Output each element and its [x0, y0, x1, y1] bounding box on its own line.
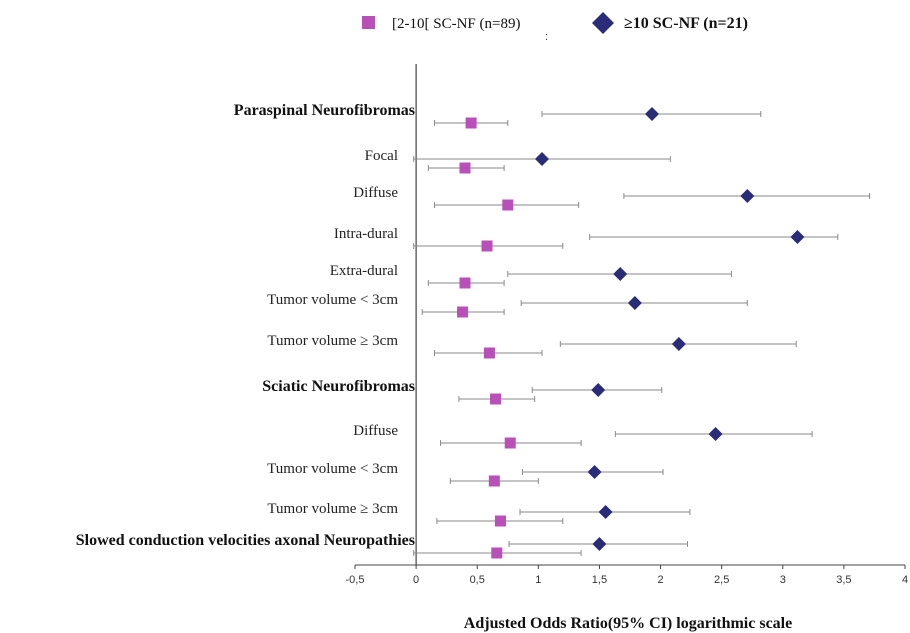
row-label: Intra-dural	[334, 226, 398, 242]
legend-separator: :	[545, 31, 548, 43]
point-square	[457, 306, 469, 318]
point-square	[459, 162, 471, 174]
error-bars	[413, 111, 871, 556]
point-square	[488, 475, 500, 487]
row-label: Paraspinal Neurofibromas	[234, 102, 415, 119]
point-square	[502, 199, 514, 211]
point-diamond	[592, 537, 607, 551]
legend: [2-10[ SC-NF (n=89): ≥10 SC-NF (n=21)	[362, 12, 748, 43]
point-square	[483, 347, 495, 359]
x-axis-label: Adjusted Odds Ratio(95% CI) logarithmic …	[464, 615, 792, 632]
x-tick-label: 0,5	[470, 574, 485, 586]
point-square	[459, 277, 471, 289]
row-label: Tumor volume ≥ 3cm	[267, 501, 398, 517]
point-diamond	[645, 107, 659, 121]
legend-label-series-2: ≥10 SC-NF (n=21)	[624, 15, 748, 32]
point-diamond	[613, 267, 628, 281]
point-square	[490, 393, 502, 405]
point-diamond	[671, 337, 686, 351]
x-tick-label: 2,5	[714, 574, 729, 586]
point-diamond	[790, 230, 805, 244]
x-tick-label: 3	[780, 574, 786, 586]
legend-marker-square	[362, 16, 375, 29]
x-tick-label: 3,5	[836, 574, 851, 586]
point-diamond	[708, 427, 723, 441]
point-square	[504, 437, 516, 449]
data-points	[457, 107, 805, 559]
row-label: Sciatic Neurofibromas	[262, 378, 415, 395]
point-diamond	[535, 152, 549, 166]
x-tick-label: 0	[413, 574, 419, 586]
row-label: Tumor volume < 3cm	[267, 292, 398, 308]
point-square	[465, 117, 477, 129]
x-tick-label: 1	[535, 574, 541, 586]
point-square	[494, 515, 506, 527]
point-diamond	[627, 296, 642, 310]
legend-marker-diamond	[592, 12, 614, 34]
x-tick-label: 4	[902, 574, 908, 586]
row-label: Tumor volume < 3cm	[267, 461, 398, 477]
point-diamond	[740, 189, 755, 203]
point-diamond	[587, 465, 602, 479]
axes: -0,5 0 0,5 1 1,5 2 2,5 3 3,5 4	[346, 64, 908, 586]
row-label: Extra-dural	[330, 263, 398, 279]
row-label: Focal	[365, 148, 398, 164]
row-label: Diffuse	[353, 185, 398, 201]
row-label: Slowed conduction velocities axonal Neur…	[76, 532, 415, 549]
point-square	[481, 240, 493, 252]
x-tick-label: 1,5	[592, 574, 607, 586]
point-diamond	[591, 383, 606, 397]
row-label: Diffuse	[353, 423, 398, 439]
row-labels: Paraspinal Neurofibromas Focal Diffuse Intr…	[76, 102, 415, 549]
row-label: Tumor volume ≥ 3cm	[267, 333, 398, 349]
point-diamond	[598, 505, 613, 519]
x-tick-label: 2	[657, 574, 663, 586]
point-square	[491, 547, 503, 559]
legend-label-series-1: [2-10[ SC-NF (n=89)	[392, 16, 520, 32]
x-tick-label: -0,5	[346, 574, 365, 586]
